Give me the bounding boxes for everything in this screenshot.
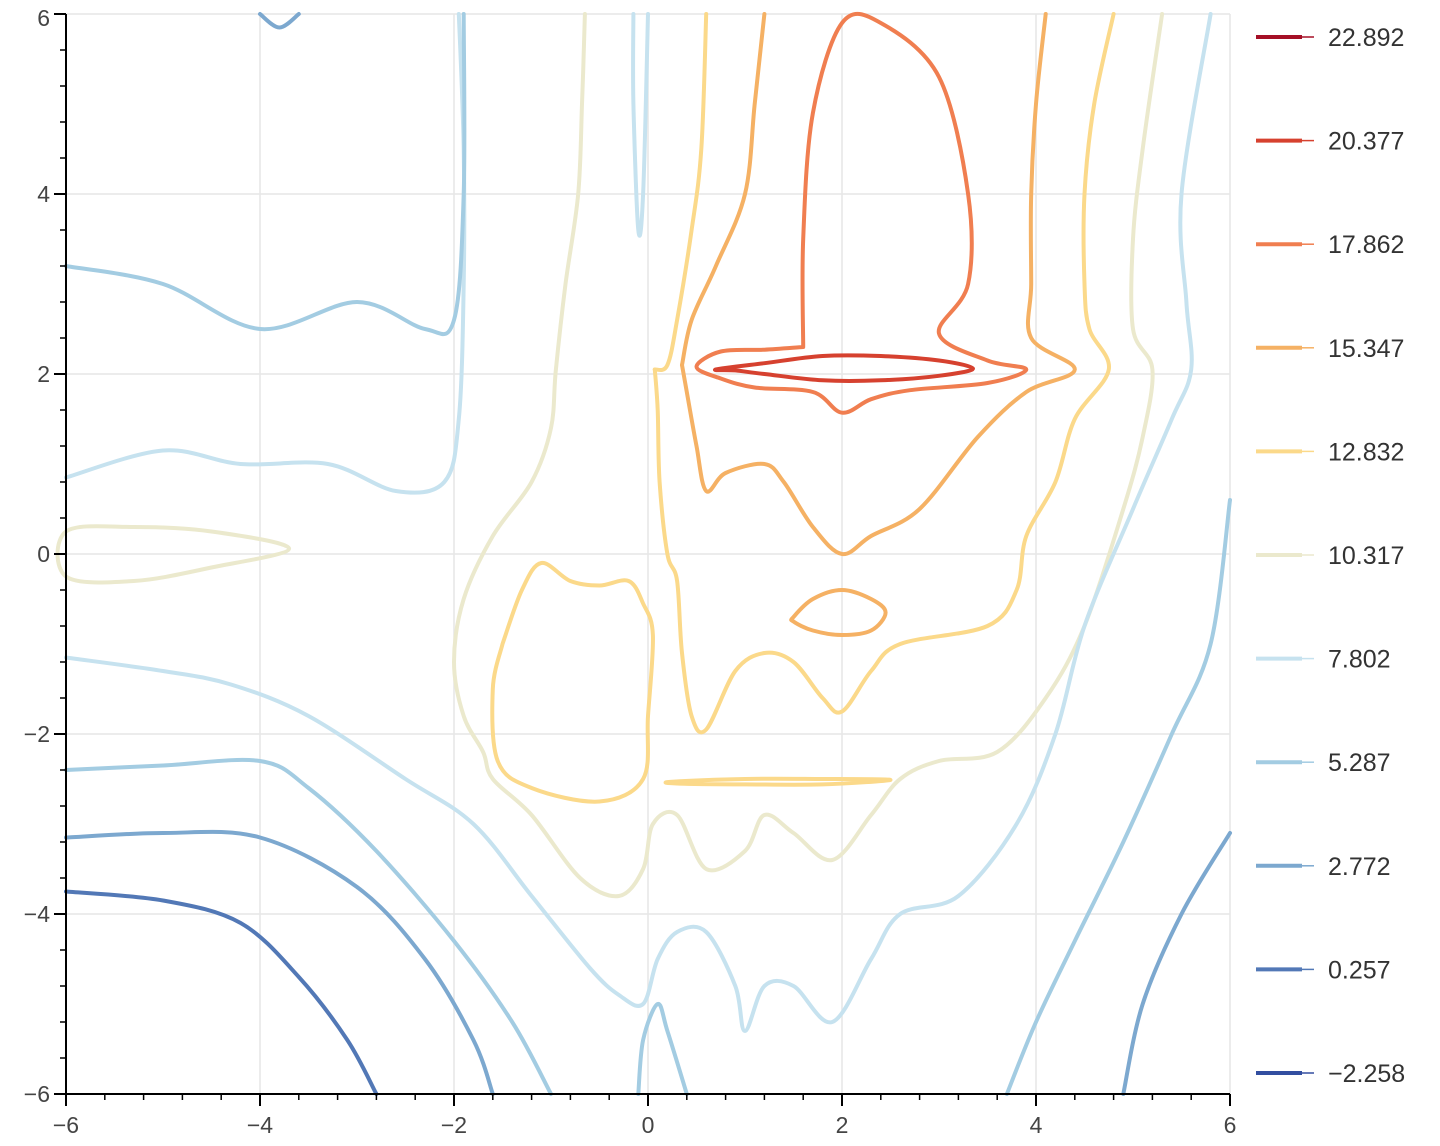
legend-label: 5.287 — [1328, 749, 1391, 777]
legend-item: 7.802 — [1256, 646, 1391, 674]
y-tick-label: −4 — [24, 901, 50, 927]
contour-line-2772 — [258, 12, 301, 30]
x-tick-label: −2 — [441, 1112, 467, 1138]
contour-line-12832 — [652, 12, 709, 373]
legend-item: 20.377 — [1256, 128, 1404, 156]
legend-item: 22.892 — [1256, 24, 1404, 52]
legend-label: 15.347 — [1328, 335, 1404, 363]
contour-line-5287 — [64, 12, 467, 337]
x-tick-label: −6 — [53, 1112, 79, 1138]
legend: 22.892 20.377 17.862 15.347 12.832 10.317 7.80… — [1256, 24, 1405, 1088]
y-tick-label: 0 — [37, 541, 50, 567]
contour-line-12832 — [490, 560, 656, 804]
legend-label: −2.258 — [1328, 1060, 1405, 1088]
legend-label: 7.802 — [1328, 646, 1391, 674]
legend-item: 0.257 — [1256, 956, 1391, 984]
contour-line-7802 — [631, 12, 650, 238]
contour-line-2772 — [1121, 831, 1232, 1096]
y-tick-label: −2 — [24, 721, 50, 747]
contour-lines — [55, 12, 1232, 1096]
contour-line-12832 — [663, 776, 893, 787]
legend-item: −2.258 — [1256, 1060, 1405, 1088]
legend-label: 12.832 — [1328, 438, 1404, 466]
legend-label: 2.772 — [1328, 853, 1391, 881]
legend-item: 10.317 — [1256, 542, 1404, 570]
contour-line-15347 — [680, 12, 767, 367]
plot-area: −6 −4 −2 0 2 4 6 −6 −4 −2 0 2 4 6 — [24, 5, 1237, 1138]
contour-line-7802 — [64, 12, 1213, 1033]
contour-line-12832 — [652, 12, 1116, 735]
legend-label: 10.317 — [1328, 542, 1404, 570]
contour-line-0257 — [64, 889, 379, 1096]
contour-line-20377 — [712, 353, 975, 384]
y-tick-label: 6 — [37, 5, 50, 31]
legend-item: 17.862 — [1256, 231, 1404, 259]
x-tick-label: 4 — [1030, 1112, 1043, 1138]
legend-item: 2.772 — [1256, 853, 1391, 881]
legend-item: 15.347 — [1256, 335, 1404, 363]
legend-label: 0.257 — [1328, 956, 1391, 984]
x-tick-label: 0 — [642, 1112, 655, 1138]
legend-item: 12.832 — [1256, 438, 1404, 466]
axes: −6 −4 −2 0 2 4 6 −6 −4 −2 0 2 4 6 — [24, 5, 1237, 1138]
contour-line-5287 — [636, 1002, 689, 1096]
y-tick-label: 2 — [37, 361, 50, 387]
y-tick-label: 4 — [37, 181, 50, 207]
x-tick-label: 2 — [836, 1112, 849, 1138]
contour-line-10317 — [55, 524, 292, 585]
legend-item: 5.287 — [1256, 749, 1391, 777]
y-tick-label: −6 — [24, 1081, 50, 1107]
legend-label: 17.862 — [1328, 231, 1404, 259]
legend-label: 20.377 — [1328, 128, 1404, 156]
legend-label: 22.892 — [1328, 24, 1404, 52]
contour-line-17862 — [694, 12, 1029, 415]
x-tick-label: −4 — [247, 1112, 273, 1138]
contour-line-10317 — [452, 12, 1165, 899]
contour-line-15347 — [789, 588, 888, 637]
contour-line-2772 — [64, 829, 495, 1096]
contour-line-15347 — [680, 12, 1077, 557]
x-tick-label: 6 — [1224, 1112, 1237, 1138]
contour-line-5287 — [64, 757, 553, 1096]
contour-line-5287 — [1004, 498, 1232, 1096]
